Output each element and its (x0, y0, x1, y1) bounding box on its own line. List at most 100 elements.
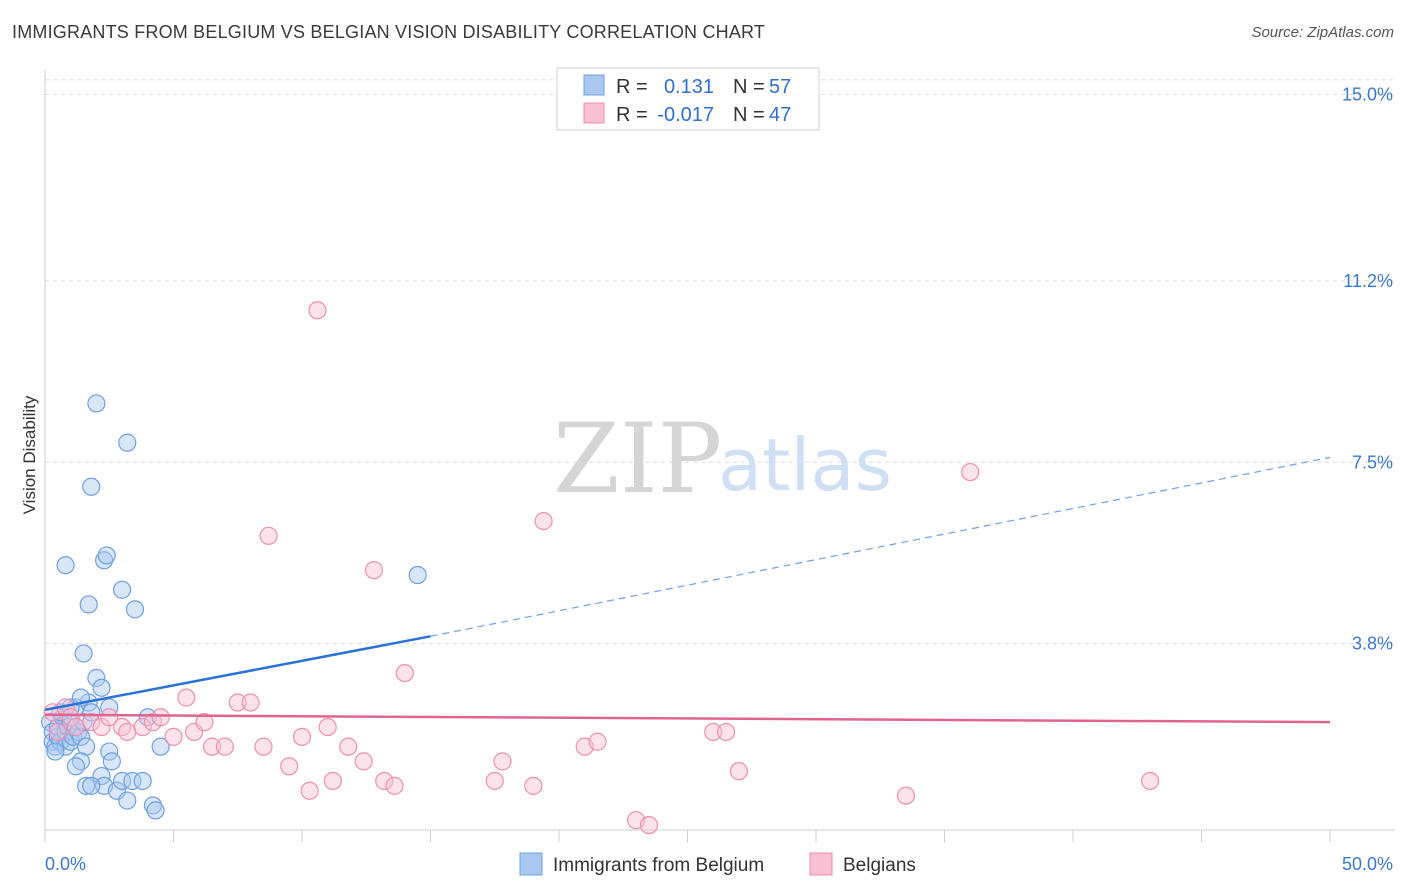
source-credit: Source: ZipAtlas.com (1251, 24, 1394, 41)
x-tick-label-min: 0.0% (45, 854, 86, 874)
point-series0-30 (77, 776, 96, 795)
point-series0-27 (87, 668, 106, 688)
point-series1-25 (318, 717, 337, 737)
legend-r-value-pink: -0.017 (657, 104, 714, 126)
tick-labels: 3.8% 7.5% 11.2% 15.0% 0.0% 50.0% (45, 85, 1393, 874)
point-series1-23 (292, 727, 312, 746)
point-series0-48 (82, 477, 101, 496)
grid-layer (45, 79, 1395, 645)
point-series0-31 (82, 776, 101, 795)
axes-layer (44, 70, 1395, 842)
point-series1-4 (66, 717, 85, 737)
point-series1-13 (164, 727, 183, 746)
legend-swatch-immigrants (519, 852, 543, 876)
x-tick-label-max: 50.0% (1342, 854, 1393, 874)
correlation-legend: R = 0.131 N = 57 R = -0.017 N = 47 (556, 67, 820, 131)
trend-line-immigrants-dashed (430, 456, 1331, 637)
point-series0-39 (138, 708, 157, 727)
chart-title: IMMIGRANTS FROM BELGIUM VS BELGIAN VISIO… (12, 22, 766, 42)
point-series1-12 (151, 708, 170, 727)
point-series0-36 (118, 791, 137, 810)
point-series1-38 (588, 732, 607, 751)
point-series1-30 (375, 771, 394, 791)
series-legend: Immigrants from Belgium Belgians (519, 852, 916, 876)
point-series0-9 (56, 737, 75, 756)
watermark-atlas: atlas (718, 423, 892, 507)
point-series1-18 (215, 737, 234, 756)
point-series0-44 (79, 595, 98, 614)
trend-line-belgians (44, 713, 1331, 724)
point-series0-55 (151, 737, 170, 756)
point-series1-8 (112, 717, 132, 737)
point-series1-44 (896, 786, 916, 805)
legend-label-immigrants: Immigrants from Belgium (553, 855, 764, 876)
point-series1-6 (92, 717, 111, 737)
legend-n-value-pink: 47 (769, 104, 791, 126)
trend-layer (44, 456, 1331, 724)
watermark: ZIP atlas (553, 403, 892, 515)
point-series1-43 (729, 762, 749, 781)
y-tick-label-1: 7.5% (1352, 452, 1393, 472)
point-series1-16 (195, 713, 214, 732)
point-series0-33 (102, 752, 121, 771)
point-series1-34 (493, 752, 512, 771)
legend-n-value-blue: 57 (769, 76, 791, 98)
point-series1-31 (385, 776, 404, 795)
point-series1-7 (100, 708, 119, 727)
point-series1-24 (300, 781, 319, 800)
point-series2-0 (259, 526, 278, 545)
point-series1-21 (254, 737, 273, 756)
point-series1-26 (323, 771, 342, 791)
point-series0-51 (87, 394, 106, 413)
point-series0-45 (95, 551, 114, 570)
point-series1-19 (228, 693, 247, 712)
point-series1-28 (354, 752, 373, 771)
point-series0-56 (408, 565, 427, 585)
point-series1-42 (716, 722, 736, 742)
point-series1-45 (961, 462, 980, 482)
point-series0-46 (97, 546, 116, 565)
point-series2-1 (308, 301, 327, 320)
point-series0-52 (118, 433, 137, 452)
point-series0-53 (143, 796, 163, 815)
point-series0-17 (71, 727, 91, 746)
point-series0-25 (71, 752, 91, 771)
point-series0-47 (56, 556, 75, 575)
point-series0-21 (82, 703, 101, 722)
legend-swatch-pink (583, 102, 605, 124)
y-tick-label-2: 11.2% (1343, 271, 1393, 291)
point-series1-46 (1140, 771, 1160, 791)
legend-swatch-blue (583, 74, 605, 96)
point-series0-26 (66, 757, 85, 776)
point-series1-22 (280, 757, 299, 776)
point-series1-3 (61, 708, 80, 727)
point-series1-36 (534, 511, 553, 531)
y-axis-label: Vision Disability (20, 395, 39, 514)
point-series0-42 (92, 678, 111, 697)
legend-r-label-blue: R = (616, 76, 648, 98)
legend-r-label-pink: R = (616, 104, 648, 126)
watermark-zip: ZIP (553, 403, 722, 515)
point-series1-10 (133, 717, 152, 737)
point-series0-23 (46, 742, 65, 761)
point-series1-27 (339, 737, 358, 756)
point-series0-37 (123, 771, 142, 791)
point-series0-41 (74, 644, 93, 663)
point-series0-38 (133, 771, 152, 791)
point-series0-49 (112, 580, 132, 599)
point-series1-35 (524, 776, 543, 795)
point-series1-32 (395, 663, 414, 683)
point-series0-54 (146, 801, 165, 820)
legend-label-belgians: Belgians (843, 855, 916, 876)
legend-r-value-blue: 0.131 (664, 76, 714, 98)
point-series1-40 (639, 815, 659, 835)
legend-n-label-pink: N = (733, 104, 765, 126)
point-series0-35 (112, 771, 132, 791)
point-series1-17 (202, 737, 222, 756)
point-series1-41 (704, 722, 723, 742)
point-series1-9 (118, 722, 137, 742)
point-series1-33 (485, 771, 504, 791)
trend-line-immigrants-solid (44, 635, 431, 712)
y-tick-label-0: 3.8% (1352, 634, 1393, 654)
